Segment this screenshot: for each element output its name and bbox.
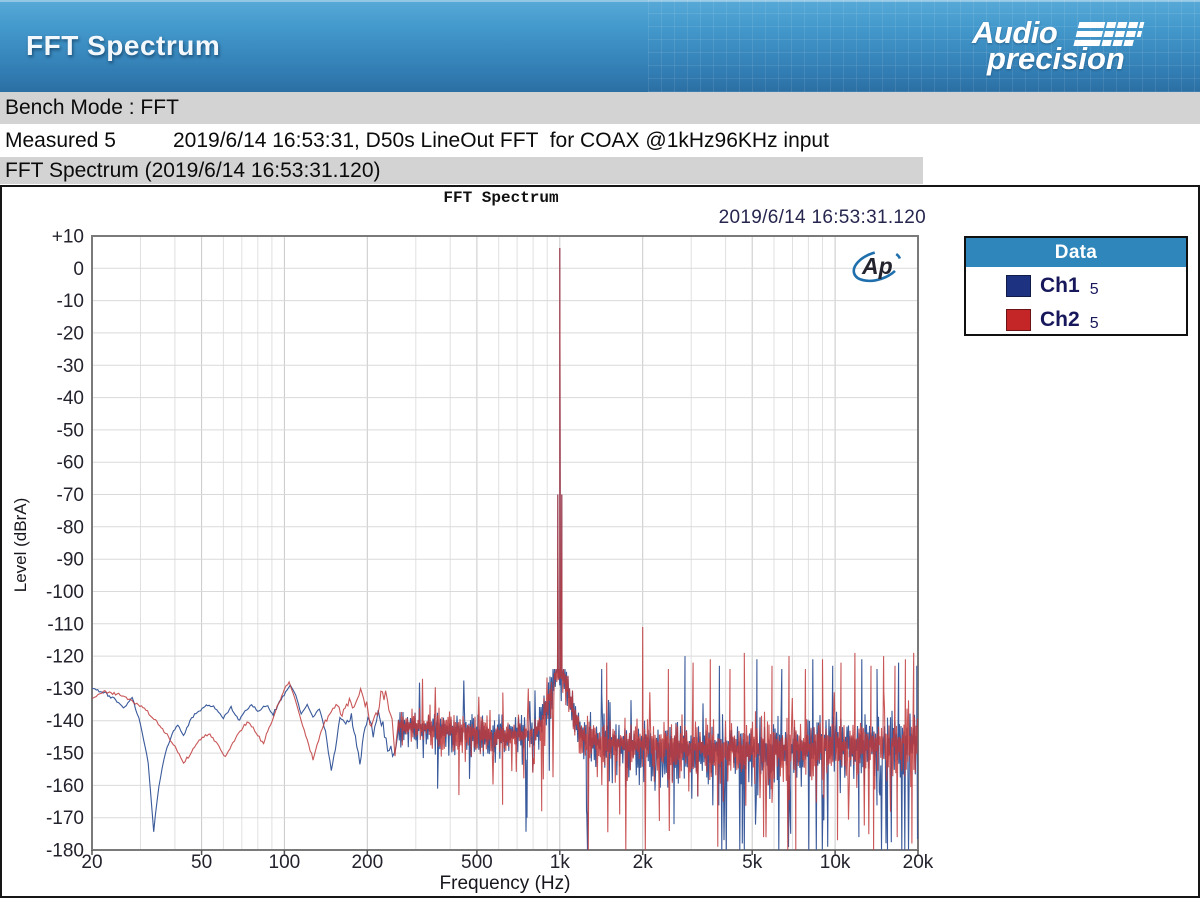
legend-item-ch2: Ch2 5	[966, 304, 1186, 335]
svg-text:1k: 1k	[550, 852, 571, 873]
svg-text:Ap: Ap	[861, 253, 893, 279]
svg-text:-90: -90	[57, 550, 84, 571]
ch1-suffix: 5	[1089, 280, 1099, 298]
legend: Data Ch1 5 Ch2 5	[964, 236, 1188, 336]
x-axis-title: Frequency (Hz)	[439, 873, 571, 894]
svg-text:5k: 5k	[742, 852, 763, 873]
svg-text:100: 100	[269, 852, 301, 873]
chart-title: FFT Spectrum	[443, 189, 559, 207]
svg-text:10k: 10k	[820, 852, 851, 873]
svg-text:-10: -10	[57, 291, 84, 312]
svg-text:2k: 2k	[633, 852, 654, 873]
chart-panel: +10 0 -10 -20 -30 -40 -50 -60 -70 -80 -90 -100 -110 -…	[0, 185, 1200, 898]
brand-audio-text: Audio	[972, 15, 1058, 50]
section-title-text: FFT Spectrum (2019/6/14 16:53:31.120)	[5, 158, 381, 182]
ch1-color-swatch	[1006, 274, 1031, 297]
svg-text:-180: -180	[46, 841, 84, 862]
report-header: FFT Spectrum Audio precision	[0, 0, 1200, 92]
svg-text:-30: -30	[57, 356, 84, 377]
fft-plot: +10 0 -10 -20 -30 -40 -50 -60 -70 -80 -90 -100 -110 -…	[46, 227, 934, 874]
brand-precision-text: precision	[987, 41, 1125, 76]
section-title-row: FFT Spectrum (2019/6/14 16:53:31.120)	[0, 157, 923, 184]
legend-item-ch1: Ch1 5	[966, 270, 1186, 301]
svg-text:50: 50	[191, 852, 212, 873]
y-axis-title: Level (dBrA)	[11, 497, 30, 593]
ap-watermark-icon: Ap	[848, 243, 904, 289]
trace-ch2	[91, 247, 919, 851]
measured-detail: 2019/6/14 16:53:31, D50s LineOut FFT for…	[173, 128, 829, 152]
measured-label: Measured 5	[5, 128, 116, 152]
svg-text:-20: -20	[57, 323, 84, 344]
svg-text:-100: -100	[46, 582, 84, 603]
svg-text:-170: -170	[46, 808, 84, 829]
page-title: FFT Spectrum	[26, 30, 221, 61]
svg-text:-40: -40	[57, 388, 84, 409]
svg-text:-150: -150	[46, 744, 84, 765]
audio-precision-logo: Audio precision	[972, 15, 1162, 79]
ch2-suffix: 5	[1089, 314, 1099, 332]
svg-text:-70: -70	[57, 485, 84, 506]
svg-text:-160: -160	[46, 776, 84, 797]
legend-header: Data	[966, 238, 1186, 267]
header-grid-pattern	[648, 0, 1200, 92]
svg-text:20: 20	[81, 852, 102, 873]
svg-text:500: 500	[461, 852, 493, 873]
svg-text:20k: 20k	[903, 852, 934, 873]
svg-text:-130: -130	[46, 679, 84, 700]
measured-row: Measured 5 2019/6/14 16:53:31, D50s Line…	[0, 124, 1200, 157]
svg-text:-60: -60	[57, 453, 84, 474]
svg-text:-80: -80	[57, 517, 84, 538]
ch2-color-swatch	[1006, 308, 1031, 331]
svg-text:-120: -120	[46, 647, 84, 668]
svg-text:-50: -50	[57, 420, 84, 441]
svg-text:0: 0	[73, 259, 84, 280]
bench-mode-text: Bench Mode : FFT	[5, 96, 179, 119]
svg-text:+10: +10	[52, 227, 84, 248]
bench-mode-row: Bench Mode : FFT	[0, 92, 1200, 124]
svg-text:-110: -110	[47, 614, 84, 635]
ch1-label: Ch1	[1040, 273, 1080, 297]
svg-text:-140: -140	[46, 711, 84, 732]
svg-text:200: 200	[351, 852, 383, 873]
chart-timestamp: 2019/6/14 16:53:31.120	[718, 207, 926, 228]
ch2-label: Ch2	[1040, 307, 1080, 331]
